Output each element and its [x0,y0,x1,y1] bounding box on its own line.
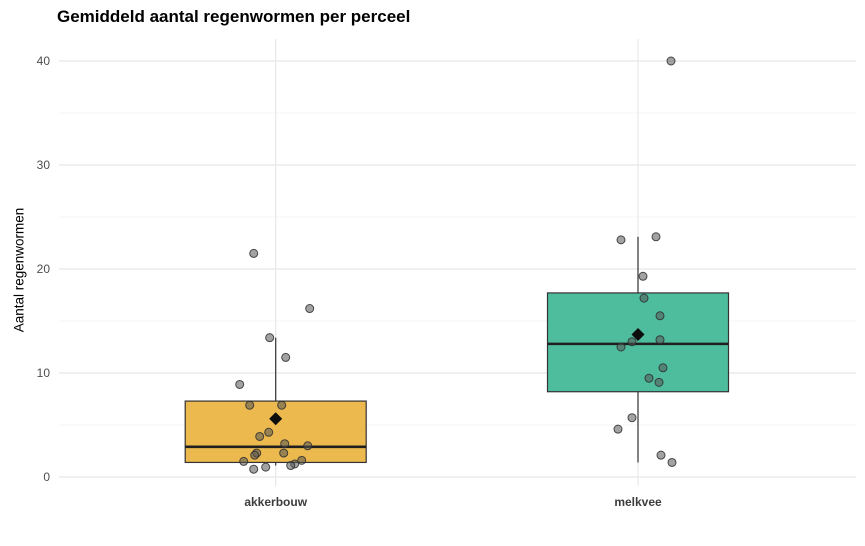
jitter-point [638,271,648,281]
mean-diamond-melkvee [631,328,645,342]
jitter-point [280,439,290,449]
jitter-point [255,431,265,441]
jitter-point [277,400,287,410]
x-category-label-akkerbouw: akkerbouw [244,495,308,509]
jitter-point [303,441,313,451]
jitter-point [250,450,260,460]
x-category-label-melkvee: melkvee [614,495,662,509]
jitter-point [655,335,665,345]
jitter-point [667,457,677,467]
jitter-point [656,450,666,460]
jitter-point [651,232,661,242]
y-tick-label-30: 30 [36,158,50,172]
jitter-point [264,427,274,437]
jitter-point [245,400,255,410]
jitter-point [627,337,637,347]
jitter-point [281,352,291,362]
jitter-point [239,456,249,466]
jitter-point [261,462,271,472]
y-tick-label-10: 10 [36,366,50,380]
jitter-point [286,461,296,471]
y-tick-label-0: 0 [43,470,50,484]
jitter-point [627,413,637,423]
mean-diamond-akkerbouw [269,412,283,426]
jitter-point [235,379,245,389]
jitter-point [639,293,649,303]
jitter-point [279,448,289,458]
jitter-point [644,373,654,383]
box-akkerbouw [184,400,367,464]
jitter-point [616,342,626,352]
jitter-point [249,248,259,258]
jitter-point [666,56,676,66]
jitter-point [265,333,275,343]
jitter-point [249,464,259,474]
chart-title: Gemiddeld aantal regenwormen per perceel [57,7,411,26]
jitter-point [616,235,626,245]
box-melkvee [546,292,730,393]
jitter-point [658,363,668,373]
y-tick-label-40: 40 [36,54,50,68]
jitter-point [297,455,307,465]
jitter-point [305,304,315,314]
jitter-point [654,377,664,387]
jitter-point [655,311,665,321]
jitter-point [613,424,623,434]
y-tick-label-20: 20 [36,262,50,276]
